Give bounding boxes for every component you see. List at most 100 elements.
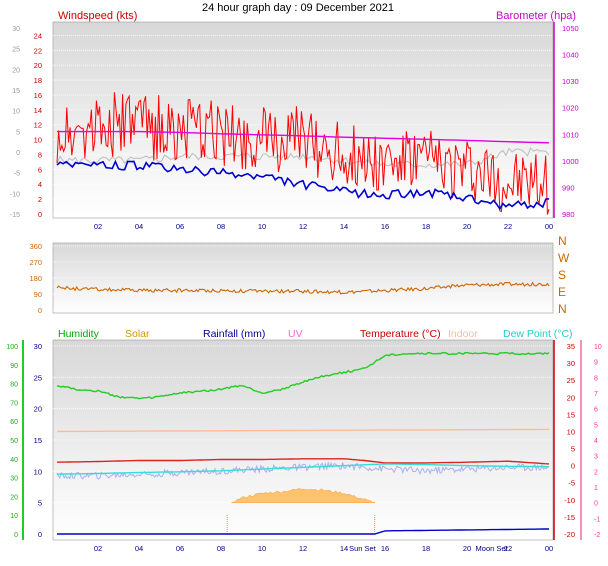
chart-title: 24 hour graph day : 09 December 2021	[202, 2, 394, 14]
x-tick-label: 06	[176, 544, 184, 553]
legend-6: Dew Point (°C)	[503, 328, 573, 340]
x-tick-label: 12	[299, 544, 307, 553]
x-tick-label: 10	[258, 544, 266, 553]
wind-tick-label: 20	[34, 61, 42, 70]
baro-tick-label: 1050	[562, 24, 579, 33]
baro-tick-label: 980	[562, 210, 575, 219]
x-tick-label: 00	[545, 222, 553, 231]
direction-tick-label: 360	[29, 242, 42, 251]
wind-tick-label: 14	[34, 106, 42, 115]
uv-tick-label: 1	[594, 485, 598, 492]
legend-3: UV	[288, 328, 303, 340]
temp-tick-label: 5	[571, 445, 575, 454]
x-tick-label: 18	[422, 544, 430, 553]
baro-tick-label: 1010	[562, 130, 579, 139]
wind-outer-tick-label: 30	[12, 26, 20, 33]
humidity-tick-label: 80	[10, 382, 18, 389]
temp-tick-label: -20	[564, 530, 575, 539]
wind-tick-label: 24	[34, 31, 42, 40]
rain-tick-label: 0	[38, 530, 42, 539]
humidity-tick-label: 0	[14, 532, 18, 539]
legend-4: Temperature (°C)	[360, 328, 441, 340]
wind-outer-tick-label: 25	[12, 47, 20, 54]
x-tick-label: 22	[504, 544, 512, 553]
uv-tick-label: 0	[594, 501, 598, 508]
baro-tick-label: 1040	[562, 51, 579, 60]
wind-outer-tick-label: 0	[16, 150, 20, 157]
legend-5: Indoor	[448, 328, 478, 340]
humidity-tick-label: 20	[10, 494, 18, 501]
wind-outer-tick-label: 20	[12, 67, 20, 74]
x-tick-label: 14	[340, 544, 348, 553]
uv-tick-label: 5	[594, 422, 598, 429]
wind-outer-tick-label: -15	[10, 212, 20, 219]
x-tick-label: 22	[504, 222, 512, 231]
baro-tick-label: 1000	[562, 157, 579, 166]
indoor-line	[56, 428, 549, 433]
wind-tick-label: 6	[38, 165, 42, 174]
humidity-tick-label: 10	[10, 513, 18, 520]
x-tick-label: 10	[258, 222, 266, 231]
wind-tick-label: 22	[34, 46, 42, 55]
feels-like-line	[56, 461, 549, 480]
humidity-tick-label: 50	[10, 438, 18, 445]
wind-tick-label: 16	[34, 91, 42, 100]
x-tick-label: 16	[381, 544, 389, 553]
temp-tick-label: 15	[567, 410, 575, 419]
compass-label: N	[558, 302, 567, 316]
compass-label: W	[558, 251, 570, 265]
x-tick-label: 08	[217, 544, 225, 553]
wind-tick-label: 2	[38, 195, 42, 204]
wind-tick-label: 0	[38, 210, 42, 219]
compass-label: E	[558, 285, 566, 299]
temp-tick-label: 35	[567, 342, 575, 351]
direction-tick-label: 90	[34, 290, 42, 299]
rain-tick-label: 15	[34, 436, 42, 445]
humidity-tick-label: 90	[10, 363, 18, 370]
baro-tick-label: 1030	[562, 77, 579, 86]
temperature-line	[56, 458, 550, 465]
wind-outer-tick-label: 10	[12, 109, 20, 116]
legend-1: Solar	[125, 328, 150, 340]
baro-tick-label: 1020	[562, 104, 579, 113]
temp-tick-label: -10	[564, 496, 575, 505]
wind-outer-tick-label: 5	[16, 129, 20, 136]
temp-tick-label: 25	[567, 376, 575, 385]
x-tick-label: 12	[299, 222, 307, 231]
compass-label: S	[558, 268, 566, 282]
direction-tick-label: 180	[29, 274, 42, 283]
wind-tick-label: 4	[38, 180, 42, 189]
uv-tick-label: 3	[594, 454, 598, 461]
x-tick-label: 04	[135, 544, 143, 553]
x-tick-label: 16	[381, 222, 389, 231]
wind-tick-label: 18	[34, 76, 42, 85]
direction-tick-label: 0	[38, 306, 42, 315]
uv-tick-label: 8	[594, 375, 598, 382]
windspeed-avg-line	[56, 159, 550, 211]
baro-tick-label: 990	[562, 183, 575, 192]
legend-windspeed: Windspeed (kts)	[58, 10, 137, 22]
x-tick-label: 18	[422, 222, 430, 231]
uv-tick-label: 6	[594, 407, 598, 414]
wind-tick-label: 8	[38, 150, 42, 159]
gray-series-line	[56, 147, 550, 168]
rain-tick-label: 25	[34, 373, 42, 382]
wind-outer-tick-label: -5	[14, 171, 20, 178]
uv-tick-label: 4	[594, 438, 598, 445]
compass-label: N	[558, 234, 567, 248]
uv-tick-label: 9	[594, 360, 598, 367]
temp-tick-label: -15	[564, 513, 575, 522]
temp-tick-label: 30	[567, 359, 575, 368]
uv-tick-label: 10	[594, 344, 602, 351]
x-tick-label: 08	[217, 222, 225, 231]
x-tick-label: 06	[176, 222, 184, 231]
legend-0: Humidity	[58, 328, 100, 340]
wind-tick-label: 12	[34, 121, 42, 130]
windspeed-gust-line	[56, 92, 550, 215]
uv-tick-label: 7	[594, 391, 598, 398]
x-tick-label: 02	[94, 222, 102, 231]
humidity-tick-label: 60	[10, 419, 18, 426]
barometer-line	[57, 130, 550, 144]
rain-tick-label: 5	[38, 499, 42, 508]
